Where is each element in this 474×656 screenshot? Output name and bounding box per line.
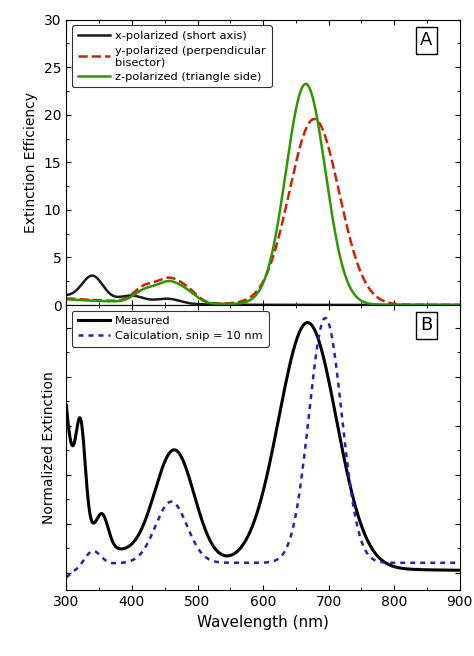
Line: x-polarized (short axis): x-polarized (short axis) [66,276,460,305]
Calculation, snip = 10 nm [88,548,93,556]
z-polarized (triangle side) [457,301,463,309]
Y-axis label: Extinction Efficiency: Extinction Efficiency [24,92,38,233]
Measured [457,566,463,574]
Measured [315,333,320,340]
X-axis label: Wavelength (nm): Wavelength (nm) [197,615,329,630]
Calculation, snip = 10 nm [64,573,69,581]
Measured [305,319,310,327]
Line: z-polarized (triangle side): z-polarized (triangle side) [66,84,460,305]
Measured [363,531,368,539]
z-polarized (triangle side) [64,295,69,303]
Measured [88,513,93,521]
z-polarized (triangle side) [88,297,93,304]
Calculation, snip = 10 nm [314,344,320,352]
y-polarized (perpendicular
bisector) [403,300,409,308]
y-polarized (perpendicular
bisector) [363,278,368,286]
Measured [302,319,308,327]
z-polarized (triangle side) [315,116,320,124]
z-polarized (triangle side) [363,298,368,306]
z-polarized (triangle side) [403,301,409,309]
z-polarized (triangle side) [292,111,298,119]
Measured [292,341,298,349]
Measured [403,565,409,573]
z-polarized (triangle side) [302,80,308,88]
x-polarized (short axis) [89,272,95,279]
Line: Measured: Measured [66,323,460,570]
Calculation, snip = 10 nm [322,314,328,322]
Text: A: A [420,31,433,49]
x-polarized (short axis) [457,301,463,309]
y-polarized (perpendicular
bisector) [64,295,69,302]
Y-axis label: Normalized Extinction: Normalized Extinction [42,371,56,524]
Measured [64,401,69,409]
y-polarized (perpendicular
bisector) [315,117,320,125]
Calculation, snip = 10 nm [403,559,409,567]
y-polarized (perpendicular
bisector) [88,296,93,304]
Line: Calculation, snip = 10 nm: Calculation, snip = 10 nm [66,318,460,577]
x-polarized (short axis) [64,291,69,299]
y-polarized (perpendicular
bisector) [457,301,463,309]
x-polarized (short axis) [363,301,368,309]
Line: y-polarized (perpendicular
bisector): y-polarized (perpendicular bisector) [66,119,460,305]
Calculation, snip = 10 nm [457,559,463,567]
x-polarized (short axis) [315,301,320,309]
Legend: x-polarized (short axis), y-polarized (perpendicular
bisector), z-polarized (tri: x-polarized (short axis), y-polarized (p… [72,26,272,87]
x-polarized (short axis) [292,301,298,309]
x-polarized (short axis) [403,301,409,309]
y-polarized (perpendicular
bisector) [292,163,298,171]
Text: B: B [420,316,432,335]
y-polarized (perpendicular
bisector) [302,127,308,134]
x-polarized (short axis) [88,272,93,280]
Legend: Measured, Calculation, snip = 10 nm: Measured, Calculation, snip = 10 nm [72,311,269,346]
Calculation, snip = 10 nm [292,516,298,523]
z-polarized (triangle side) [303,80,309,88]
Calculation, snip = 10 nm [363,546,368,554]
Calculation, snip = 10 nm [302,444,308,452]
x-polarized (short axis) [303,301,309,309]
y-polarized (perpendicular
bisector) [311,115,317,123]
